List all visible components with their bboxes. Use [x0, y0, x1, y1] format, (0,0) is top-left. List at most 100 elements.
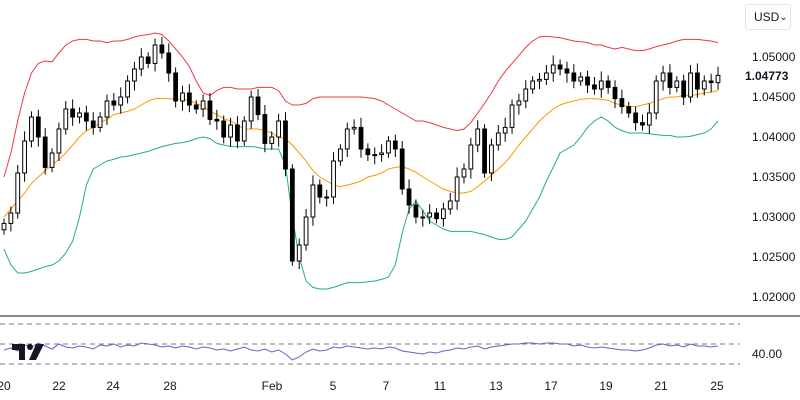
y-tick-label: 1.04000 — [752, 130, 796, 144]
candle-body — [571, 72, 577, 82]
x-tick-label: 21 — [654, 379, 668, 393]
y-tick-label: 1.03000 — [752, 210, 796, 224]
candle-body — [530, 80, 536, 90]
candle-body — [132, 68, 137, 82]
candle-body — [248, 96, 254, 122]
candle-body — [399, 148, 405, 190]
candle-body — [413, 204, 419, 218]
y-tick-label: 1.04500 — [752, 90, 796, 104]
candle-body — [523, 88, 529, 102]
candle-body — [495, 132, 501, 146]
candle-body — [90, 120, 96, 128]
candle-body — [173, 72, 179, 102]
candle-body — [660, 72, 666, 82]
candle-body — [358, 126, 364, 150]
candle-body — [15, 172, 21, 214]
price-axis[interactable]: 1.05000 1.04500 1.04000 1.03500 1.03000 1.025… — [752, 50, 796, 304]
y-tick-label: 1.03500 — [752, 170, 796, 184]
upper-band-line — [3, 32, 719, 178]
candle-body — [111, 100, 117, 106]
candle-body — [283, 120, 288, 170]
candle-body — [447, 200, 453, 210]
candle-body — [331, 160, 336, 198]
candle-body — [228, 124, 233, 138]
y-tick-label: 1.02500 — [752, 250, 796, 264]
candle-body — [372, 154, 378, 157]
candle-body — [324, 196, 330, 199]
currency-selector-value: USD — [754, 10, 780, 24]
candle-body — [145, 56, 151, 64]
candle-body — [543, 72, 549, 80]
candle-body — [83, 112, 89, 122]
candle-body — [509, 104, 515, 128]
candle-body — [392, 140, 398, 150]
candle-body — [235, 124, 240, 142]
candle-body — [63, 108, 69, 130]
candle-body — [193, 104, 199, 110]
candle-body — [578, 76, 584, 82]
candle-body — [708, 80, 714, 84]
candle-body — [434, 212, 439, 220]
candle-body — [386, 140, 391, 154]
candle-body — [681, 80, 687, 98]
currency-selector[interactable]: USD ⌄ — [745, 4, 791, 30]
candle-body — [22, 140, 27, 174]
candle-body — [70, 108, 76, 118]
candle-body — [695, 72, 700, 90]
x-tick-label: 19 — [599, 379, 613, 393]
candle-body — [427, 212, 433, 218]
x-tick-label: 5 — [330, 379, 337, 393]
candle-body — [482, 128, 487, 174]
candle-body — [42, 136, 48, 168]
candle-body — [166, 52, 172, 74]
candle-body — [612, 86, 618, 100]
oscillator-pane: 40.00 — [0, 315, 800, 365]
candle-body — [646, 112, 652, 126]
x-tick-label: 24 — [106, 379, 120, 393]
candle-body — [640, 122, 645, 126]
candles — [1, 37, 721, 269]
candle-body — [180, 92, 185, 102]
candle-body — [379, 152, 384, 156]
candle-body — [564, 68, 570, 74]
tradingview-logo[interactable] — [10, 340, 46, 362]
candle-body — [674, 80, 680, 88]
candle-body — [701, 80, 707, 90]
candle-body — [338, 148, 343, 162]
x-tick-label: 17 — [544, 379, 558, 393]
candle-body — [667, 72, 673, 88]
x-tick-label: 28 — [163, 379, 177, 393]
candle-body — [1, 222, 7, 231]
candle-body — [8, 212, 14, 224]
candle-body — [502, 126, 508, 134]
candle-body — [56, 128, 62, 154]
candle-body — [269, 136, 275, 144]
candle-body — [221, 120, 227, 138]
time-axis[interactable]: 20 22 24 28 Feb 5 7 11 13 17 19 21 25 — [0, 379, 724, 393]
candle-body — [365, 148, 371, 156]
candle-body — [255, 96, 261, 116]
candle-body — [406, 188, 412, 206]
candle-body — [598, 80, 604, 90]
candle-body — [344, 128, 350, 150]
x-tick-label: 25 — [710, 379, 724, 393]
candle-body — [550, 64, 556, 74]
y-tick-label: 1.05000 — [752, 50, 796, 64]
candle-body — [97, 116, 103, 128]
candle-body — [475, 128, 481, 146]
candle-body — [461, 168, 467, 178]
candle-body — [118, 96, 124, 106]
candle-body — [688, 72, 693, 98]
candle-body — [29, 116, 34, 142]
candle-body — [262, 114, 268, 144]
candle-body — [289, 168, 295, 262]
candle-body — [605, 80, 611, 88]
x-tick-label: 7 — [383, 379, 390, 393]
candle-body — [200, 100, 206, 110]
candle-body — [303, 216, 309, 246]
candle-body — [138, 56, 144, 70]
x-tick-label: 22 — [52, 379, 66, 393]
candle-body — [207, 100, 213, 120]
candle-body — [214, 118, 220, 122]
